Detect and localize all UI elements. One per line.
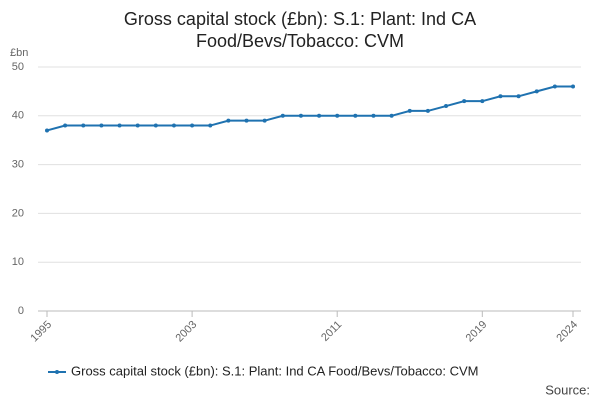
point [516,94,521,99]
point [298,113,303,118]
point [389,113,394,118]
point [262,118,267,123]
point [171,123,176,128]
point [153,123,158,128]
point [280,113,285,118]
x-tick-label: 2003 [173,319,199,345]
y-tick-label: 30 [12,159,24,171]
point [462,99,467,104]
x-tick-label: 1995 [28,319,54,345]
point [371,113,376,118]
legend-marker [55,370,59,374]
point [552,84,557,89]
point [444,104,449,109]
point [226,118,231,123]
point [407,108,412,113]
point [498,94,503,99]
point [353,113,358,118]
point [425,108,430,113]
point [99,123,104,128]
x-tick-label: 2019 [464,319,490,345]
point [480,99,485,104]
y-tick-label: 10 [12,256,24,268]
point [81,123,86,128]
point [45,128,49,133]
y-tick-label: 40 [12,110,24,122]
x-tick-label: 2024 [554,319,580,345]
point [571,84,575,89]
point [135,123,140,128]
y-tick-label: 0 [18,305,24,317]
legend-label: Gross capital stock (£bn): S.1: Plant: I… [71,363,479,378]
chart-title: Gross capital stock (£bn): S.1: Plant: I… [123,9,477,51]
x-tick-label: 2011 [319,319,344,344]
y-axis-label: £bn [10,47,28,59]
series-line [46,85,573,132]
point [317,113,322,118]
y-tick-label: 50 [12,61,24,73]
point [117,123,122,128]
point [190,123,195,128]
y-tick-label: 20 [12,207,24,219]
point [335,113,340,118]
point [208,123,213,128]
point [534,89,539,94]
point [244,118,249,123]
point [63,123,68,128]
source: Source: [545,382,590,397]
